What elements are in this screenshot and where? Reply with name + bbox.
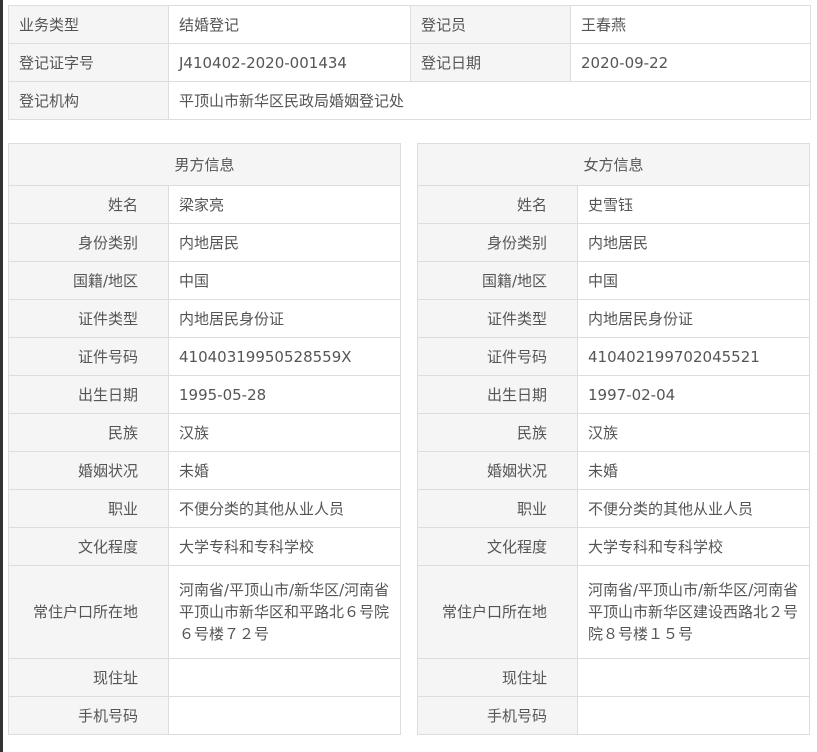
field-label: 手机号码: [8, 696, 169, 735]
window-edge: [0, 0, 3, 752]
field-label: 常住户口所在地: [417, 565, 578, 659]
field-label: 手机号码: [417, 696, 578, 735]
field-value: 41040319950528559X: [168, 337, 401, 376]
table-row: 身份类别 内地居民: [8, 223, 401, 262]
field-value: [168, 658, 401, 697]
table-row: 职业 不便分类的其他从业人员: [417, 489, 810, 528]
table-row: 手机号码: [8, 696, 401, 735]
field-value: 内地居民: [168, 223, 401, 262]
table-row: 婚姻状况 未婚: [417, 451, 810, 490]
cert-no-label: 登记证字号: [8, 43, 169, 82]
field-label: 文化程度: [8, 527, 169, 566]
field-value: [577, 658, 810, 697]
table-row: 手机号码: [417, 696, 810, 735]
field-value: 史雪钰: [577, 185, 810, 224]
table-row: 民族 汉族: [8, 413, 401, 452]
table-row: 文化程度 大学专科和专科学校: [8, 527, 401, 566]
field-value: 1997-02-04: [577, 375, 810, 414]
field-label: 出生日期: [417, 375, 578, 414]
registration-summary-table: 业务类型 结婚登记 登记员 王春燕 登记证字号 J410402-2020-001…: [8, 5, 811, 120]
field-label: 身份类别: [8, 223, 169, 262]
field-label: 常住户口所在地: [8, 565, 169, 659]
male-info-table: 男方信息 姓名 梁家亮 身份类别 内地居民 国籍/地区 中国 证件类型 内地居民身份证 证件号码 4…: [8, 143, 401, 735]
table-row: 国籍/地区 中国: [417, 261, 810, 300]
registrar-label: 登记员: [410, 5, 571, 44]
table-row: 证件号码 410402199702045521: [417, 337, 810, 376]
field-label: 证件号码: [8, 337, 169, 376]
business-type-label: 业务类型: [8, 5, 169, 44]
table-row: 身份类别 内地居民: [417, 223, 810, 262]
field-value: 汉族: [577, 413, 810, 452]
field-label: 证件号码: [417, 337, 578, 376]
field-label: 姓名: [8, 185, 169, 224]
cert-no-value: J410402-2020-001434: [168, 43, 411, 82]
field-value: [577, 696, 810, 735]
field-label: 现住址: [417, 658, 578, 697]
table-row: 证件类型 内地居民身份证: [8, 299, 401, 338]
field-label: 婚姻状况: [8, 451, 169, 490]
female-info-table: 女方信息 姓名 史雪钰 身份类别 内地居民 国籍/地区 中国 证件类型 内地居民身份证 证件号码 4…: [417, 143, 810, 735]
table-row: 业务类型 结婚登记 登记员 王春燕: [8, 5, 811, 44]
field-label: 婚姻状况: [417, 451, 578, 490]
office-value: 平顶山市新华区民政局婚姻登记处: [168, 81, 811, 120]
male-info-title: 男方信息: [8, 143, 401, 186]
field-label: 证件类型: [417, 299, 578, 338]
field-value: 河南省/平顶山市/新华区/河南省平顶山市新华区和平路北６号院６号楼７２号: [168, 565, 401, 659]
table-row: 姓名 梁家亮: [8, 185, 401, 224]
table-row: 现住址: [417, 658, 810, 697]
field-value: [168, 696, 401, 735]
female-info-title: 女方信息: [417, 143, 810, 186]
table-row: 职业 不便分类的其他从业人员: [8, 489, 401, 528]
table-row: 登记证字号 J410402-2020-001434 登记日期 2020-09-2…: [8, 43, 811, 82]
field-label: 民族: [417, 413, 578, 452]
field-label: 民族: [8, 413, 169, 452]
reg-date-value: 2020-09-22: [570, 43, 811, 82]
table-header-row: 男方信息: [8, 143, 401, 186]
table-row: 证件类型 内地居民身份证: [417, 299, 810, 338]
field-value: 大学专科和专科学校: [168, 527, 401, 566]
field-value: 中国: [168, 261, 401, 300]
field-label: 职业: [417, 489, 578, 528]
field-value: 内地居民身份证: [577, 299, 810, 338]
field-value: 汉族: [168, 413, 401, 452]
field-label: 职业: [8, 489, 169, 528]
field-value: 梁家亮: [168, 185, 401, 224]
field-value: 未婚: [577, 451, 810, 490]
field-value: 1995-05-28: [168, 375, 401, 414]
table-row: 常住户口所在地 河南省/平顶山市/新华区/河南省平顶山市新华区建设西路北２号院８号…: [417, 565, 810, 659]
field-value: 内地居民身份证: [168, 299, 401, 338]
field-label: 身份类别: [417, 223, 578, 262]
table-row: 登记机构 平顶山市新华区民政局婚姻登记处: [8, 81, 811, 120]
field-label: 现住址: [8, 658, 169, 697]
table-row: 婚姻状况 未婚: [8, 451, 401, 490]
field-label: 姓名: [417, 185, 578, 224]
field-value: 不便分类的其他从业人员: [168, 489, 401, 528]
business-type-value: 结婚登记: [168, 5, 411, 44]
table-row: 出生日期 1997-02-04: [417, 375, 810, 414]
table-row: 现住址: [8, 658, 401, 697]
table-header-row: 女方信息: [417, 143, 810, 186]
field-label: 国籍/地区: [8, 261, 169, 300]
registrar-value: 王春燕: [570, 5, 811, 44]
table-row: 常住户口所在地 河南省/平顶山市/新华区/河南省平顶山市新华区和平路北６号院６号楼…: [8, 565, 401, 659]
table-row: 文化程度 大学专科和专科学校: [417, 527, 810, 566]
table-row: 证件号码 41040319950528559X: [8, 337, 401, 376]
table-row: 出生日期 1995-05-28: [8, 375, 401, 414]
field-value: 不便分类的其他从业人员: [577, 489, 810, 528]
table-row: 国籍/地区 中国: [8, 261, 401, 300]
field-value: 大学专科和专科学校: [577, 527, 810, 566]
field-value: 河南省/平顶山市/新华区/河南省平顶山市新华区建设西路北２号院８号楼１５号: [577, 565, 810, 659]
office-label: 登记机构: [8, 81, 169, 120]
field-label: 证件类型: [8, 299, 169, 338]
field-label: 出生日期: [8, 375, 169, 414]
field-value: 410402199702045521: [577, 337, 810, 376]
table-row: 姓名 史雪钰: [417, 185, 810, 224]
field-label: 国籍/地区: [417, 261, 578, 300]
reg-date-label: 登记日期: [410, 43, 571, 82]
field-value: 中国: [577, 261, 810, 300]
table-row: 民族 汉族: [417, 413, 810, 452]
field-value: 内地居民: [577, 223, 810, 262]
field-label: 文化程度: [417, 527, 578, 566]
field-value: 未婚: [168, 451, 401, 490]
